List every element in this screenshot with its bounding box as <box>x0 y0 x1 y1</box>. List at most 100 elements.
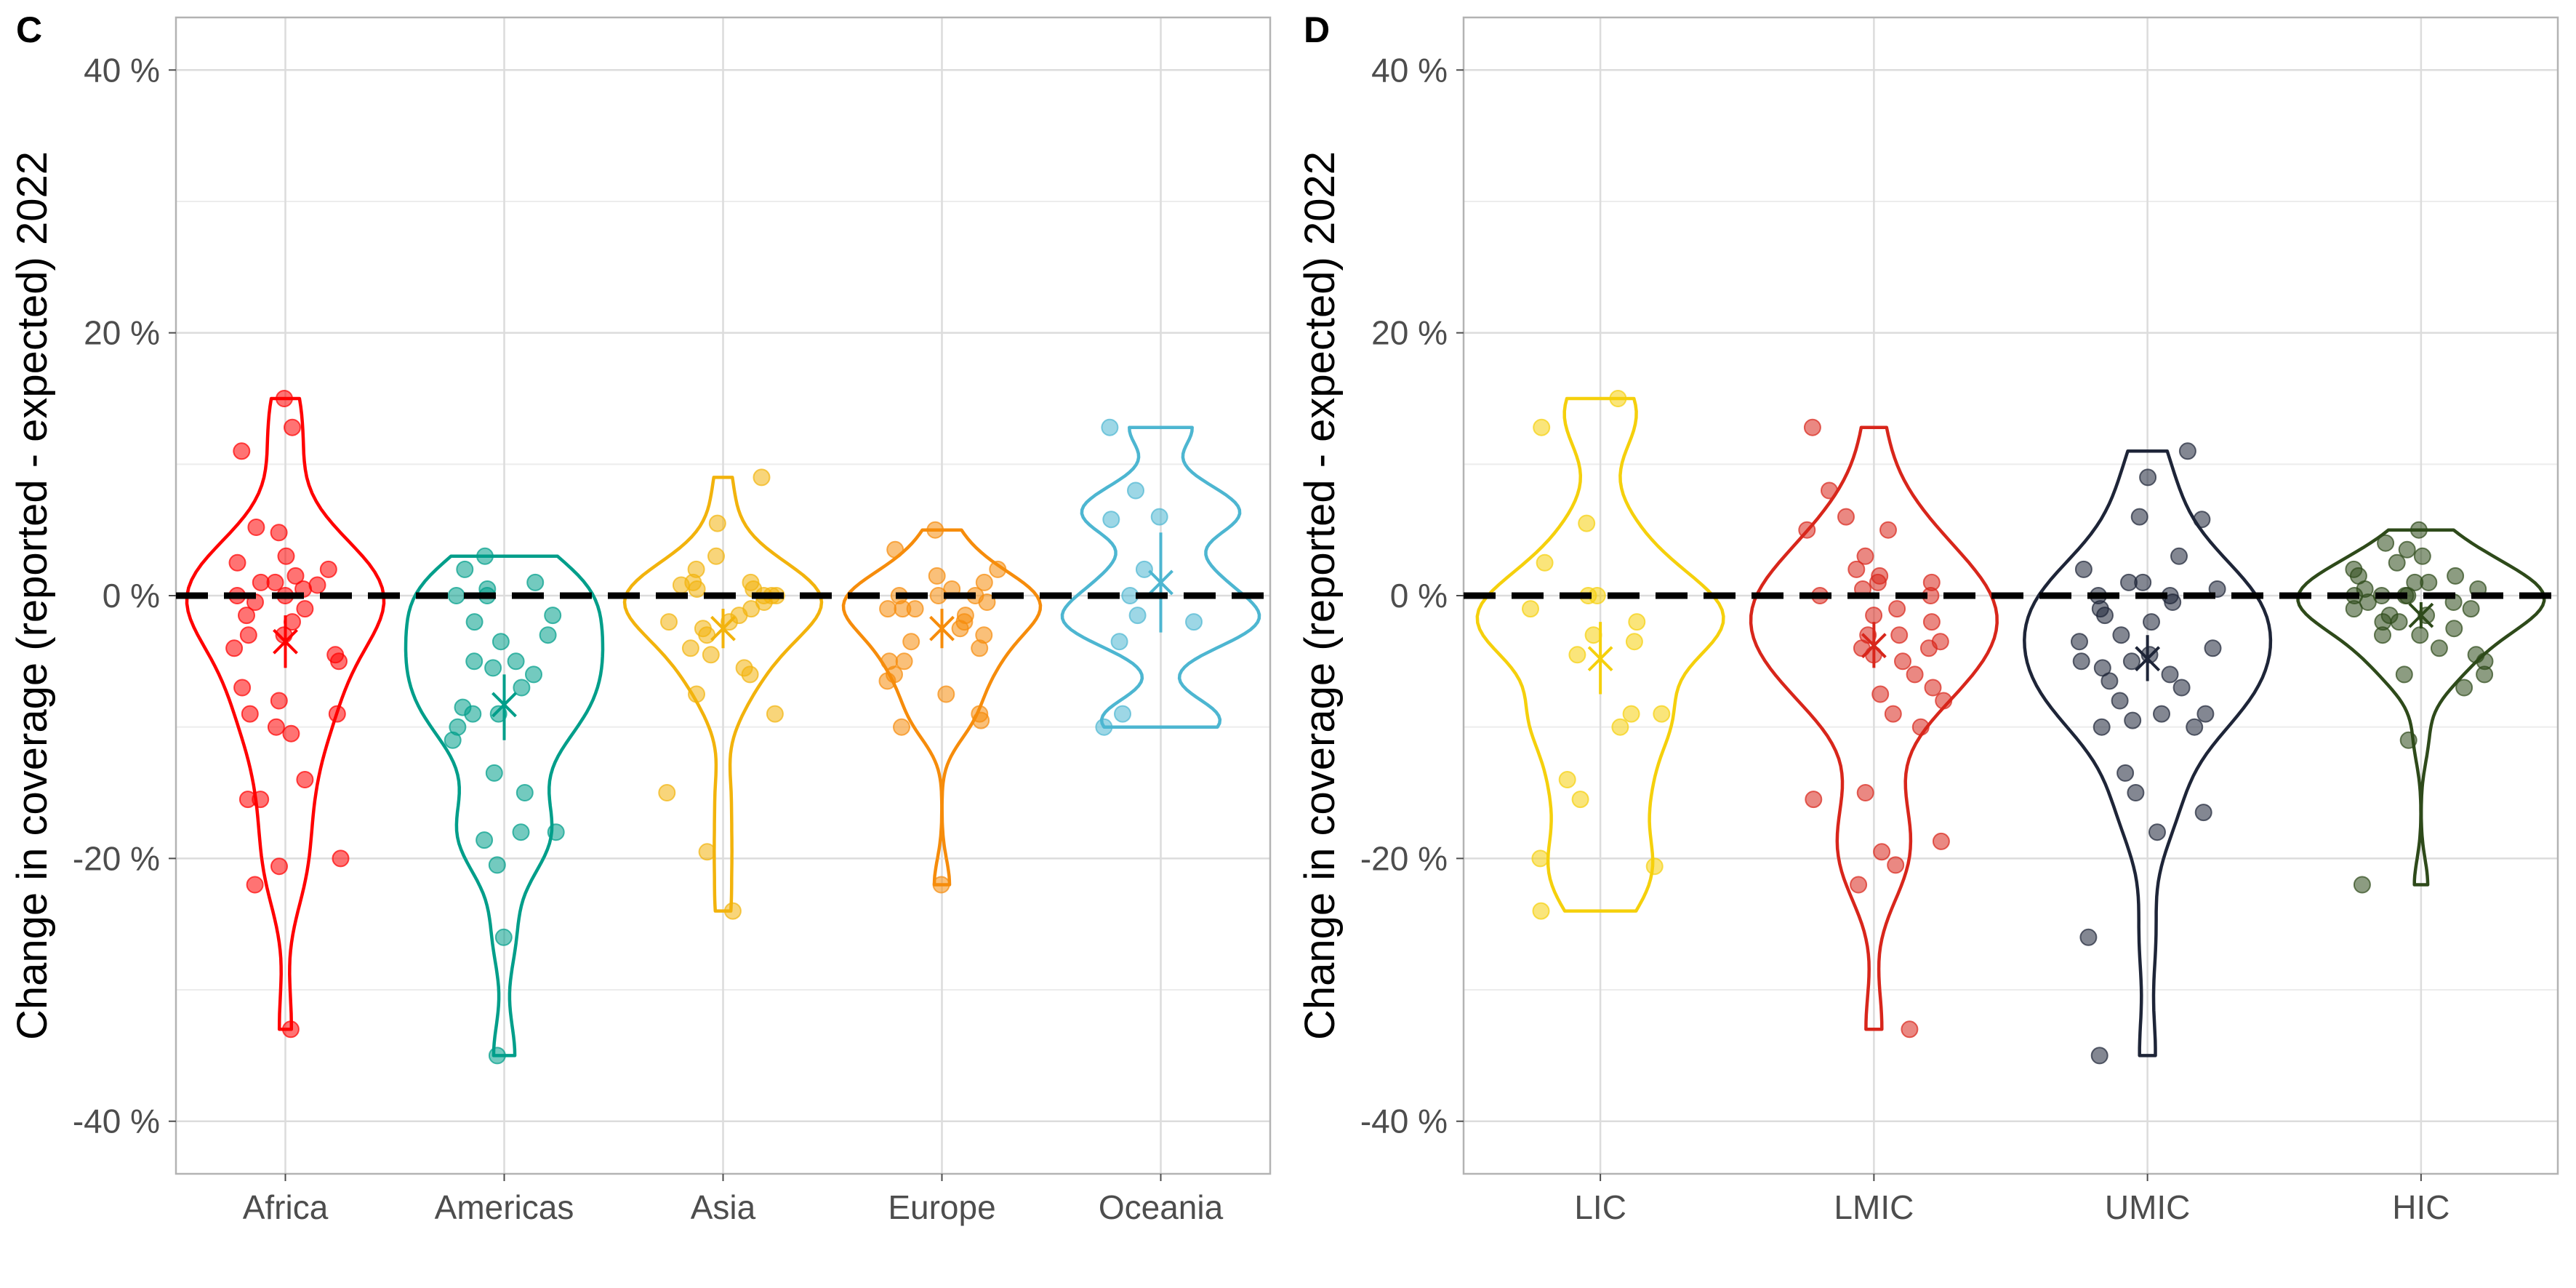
data-point <box>525 665 542 684</box>
data-point <box>1185 613 1203 631</box>
data-point <box>1101 418 1119 436</box>
data-point <box>971 639 989 657</box>
data-point <box>526 573 545 591</box>
y-axis-label: Change in coverage (reported - expected)… <box>1296 151 1344 1040</box>
data-point <box>2172 679 2191 697</box>
violin-outline <box>185 396 386 1031</box>
data-point <box>238 791 257 809</box>
data-point <box>1821 481 1838 500</box>
data-point <box>277 547 295 565</box>
data-point <box>2420 573 2438 591</box>
data-point <box>447 587 465 604</box>
data-point <box>660 613 678 631</box>
data-point <box>2447 567 2465 585</box>
data-point <box>513 679 531 697</box>
data-point <box>332 849 350 868</box>
violin-outline <box>622 476 824 913</box>
data-point <box>1850 876 1868 894</box>
data-point <box>1571 791 1589 809</box>
data-point <box>902 633 920 651</box>
data-point <box>2359 593 2377 611</box>
mean-marker <box>2135 646 2161 672</box>
data-point <box>1856 784 1874 801</box>
data-point <box>1536 553 1554 572</box>
data-point <box>1922 613 1941 631</box>
data-point <box>488 1047 506 1065</box>
y-tick-label: 40 % <box>84 51 160 89</box>
data-point <box>485 764 503 782</box>
data-point <box>270 692 288 710</box>
data-point <box>239 626 257 644</box>
data-point <box>1532 902 1550 920</box>
data-point <box>698 843 716 861</box>
data-point <box>228 553 246 572</box>
y-tick-label: 0 % <box>103 577 160 615</box>
data-point <box>2430 639 2448 657</box>
data-point <box>1127 481 1144 500</box>
data-point <box>267 718 285 736</box>
data-point <box>2476 665 2494 684</box>
data-point <box>270 524 288 542</box>
data-point <box>456 560 474 578</box>
data-point <box>238 607 255 625</box>
violin-outline <box>1749 425 1999 1031</box>
data-point <box>2170 547 2188 565</box>
data-point <box>658 784 676 801</box>
data-point <box>1871 685 1890 703</box>
data-point <box>2124 711 2142 729</box>
data-point <box>937 685 955 703</box>
data-point <box>1890 626 1909 644</box>
violin-outline <box>404 554 605 1057</box>
y-tick-label: 0 % <box>1390 577 1448 615</box>
data-point <box>1095 718 1113 736</box>
data-point <box>1578 514 1596 532</box>
y-tick-label: -20 % <box>73 839 160 877</box>
x-tick-label: Asia <box>691 1188 756 1226</box>
mean-marker <box>1148 569 1173 596</box>
data-point <box>2161 665 2179 684</box>
data-point <box>2153 705 2170 723</box>
data-point <box>672 576 690 594</box>
panel-tag: D <box>1304 9 1330 50</box>
data-point <box>1906 665 1924 684</box>
data-point <box>926 521 944 539</box>
data-point <box>319 560 337 578</box>
data-point <box>2445 620 2463 638</box>
x-tick-label: Europe <box>888 1188 995 1226</box>
data-point <box>2130 508 2148 526</box>
data-point <box>2398 540 2416 559</box>
mean-marker <box>491 692 517 718</box>
data-point <box>2111 692 2129 710</box>
x-tick-label: Americas <box>435 1188 574 1226</box>
x-tick-label: LIC <box>1574 1188 1626 1226</box>
data-point <box>681 639 699 657</box>
data-point <box>1919 639 1938 657</box>
data-point <box>972 711 990 729</box>
data-point <box>2079 928 2098 946</box>
data-point <box>2072 652 2090 671</box>
mean-marker <box>273 628 298 655</box>
y-tick-label: 40 % <box>1371 51 1448 89</box>
data-point <box>544 607 562 625</box>
data-point <box>2074 560 2093 578</box>
data-point <box>1531 849 1549 868</box>
data-point <box>753 468 771 487</box>
violin-outline <box>1060 425 1261 729</box>
data-point <box>2411 626 2429 644</box>
data-point <box>1622 705 1640 723</box>
data-point <box>878 672 896 690</box>
data-point <box>476 831 494 849</box>
data-point <box>1128 607 1147 625</box>
data-point <box>1888 600 1906 618</box>
data-point <box>1805 791 1823 809</box>
data-point <box>1110 633 1128 651</box>
data-point <box>2116 764 2135 782</box>
data-point <box>894 600 912 618</box>
mean-marker <box>1587 646 1613 672</box>
data-point <box>464 705 482 723</box>
mean-marker <box>929 615 955 641</box>
data-point <box>2204 639 2222 657</box>
data-point <box>978 593 996 611</box>
data-point <box>1901 1020 1919 1039</box>
data-point <box>2196 705 2215 723</box>
